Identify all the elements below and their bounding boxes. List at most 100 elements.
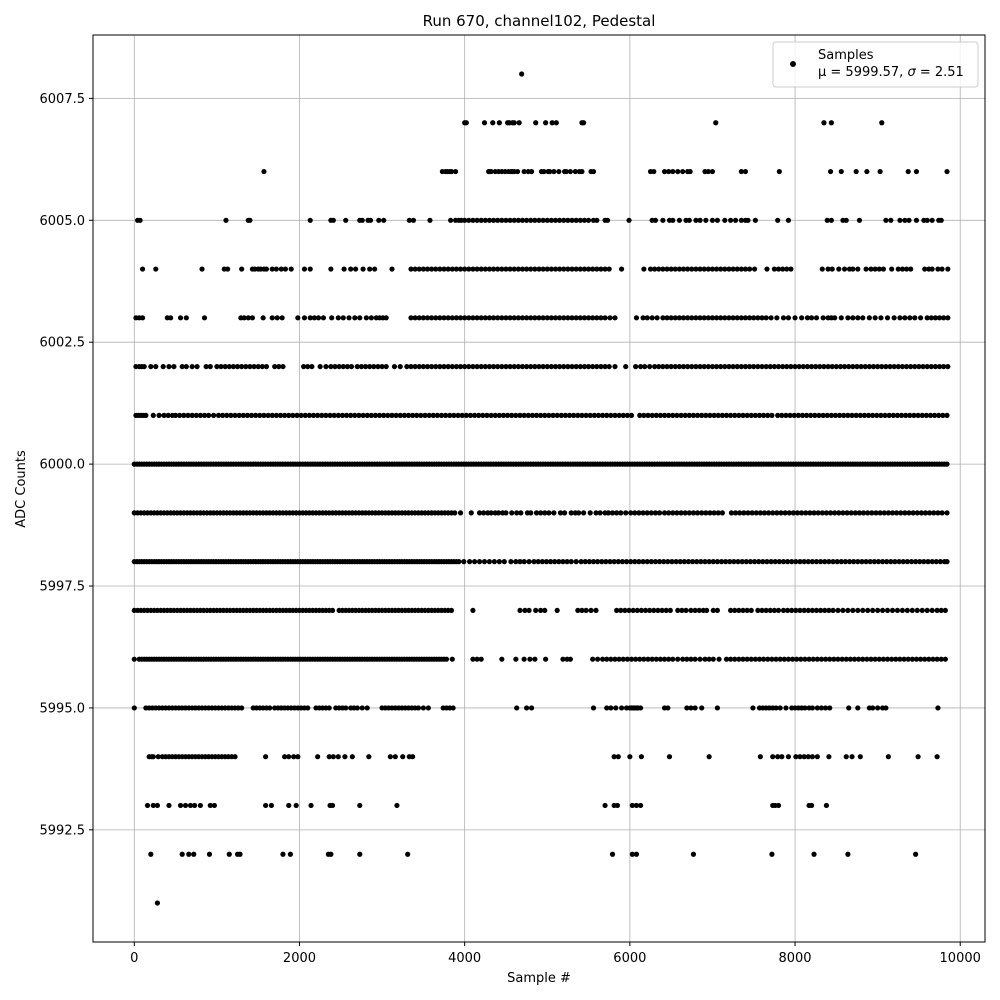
data-point xyxy=(245,315,251,321)
data-point xyxy=(919,412,925,418)
data-point xyxy=(728,217,734,223)
data-point xyxy=(792,363,798,370)
data-point xyxy=(425,705,431,711)
data-point xyxy=(448,607,455,614)
data-point xyxy=(679,607,685,614)
data-point xyxy=(656,559,663,565)
data-point xyxy=(747,315,753,321)
data-point xyxy=(710,559,716,565)
data-point xyxy=(932,412,938,418)
data-point xyxy=(655,607,661,614)
data-point xyxy=(368,412,374,418)
data-point xyxy=(802,656,808,662)
data-point xyxy=(528,705,535,711)
data-point xyxy=(524,363,530,370)
data-point xyxy=(552,217,559,223)
data-point xyxy=(352,412,358,418)
data-point xyxy=(927,412,934,418)
data-point xyxy=(823,510,830,516)
data-point xyxy=(624,656,630,662)
data-point xyxy=(394,802,400,809)
data-point xyxy=(855,315,861,321)
data-point xyxy=(533,120,539,126)
data-point xyxy=(827,168,834,175)
data-point xyxy=(637,656,643,662)
data-point xyxy=(568,510,574,516)
data-point xyxy=(748,412,754,418)
data-point xyxy=(775,412,781,418)
data-point xyxy=(629,851,635,857)
data-point xyxy=(812,412,818,418)
y-tick-label: 6007.5 xyxy=(40,92,86,107)
data-point xyxy=(466,363,472,370)
data-point xyxy=(851,656,858,662)
data-point xyxy=(274,315,280,321)
data-point xyxy=(260,315,266,321)
data-point xyxy=(745,217,751,223)
y-tick-label: 6005.0 xyxy=(40,214,86,229)
data-point xyxy=(789,559,795,565)
data-point xyxy=(745,510,751,516)
data-point xyxy=(587,412,593,418)
data-point xyxy=(680,656,686,662)
data-point xyxy=(896,559,902,565)
data-point xyxy=(861,412,868,418)
data-point xyxy=(404,363,410,370)
data-point xyxy=(437,266,443,272)
data-point xyxy=(573,363,579,370)
data-point xyxy=(815,510,821,516)
data-point xyxy=(694,412,701,418)
data-point xyxy=(897,656,903,662)
data-point xyxy=(793,559,799,565)
data-point xyxy=(929,607,935,614)
data-point xyxy=(723,559,729,565)
legend-stats: μ = 5999.57, σ = 2.51 xyxy=(818,65,964,80)
data-point xyxy=(628,412,635,418)
data-point xyxy=(788,266,794,272)
data-point xyxy=(468,510,474,516)
data-point xyxy=(811,510,817,516)
data-point xyxy=(857,412,863,418)
data-point xyxy=(928,315,934,321)
data-point xyxy=(594,217,600,223)
data-point xyxy=(680,168,686,175)
data-point xyxy=(739,559,745,565)
data-point xyxy=(743,559,749,565)
data-point xyxy=(638,607,645,614)
data-point xyxy=(602,802,608,809)
data-point xyxy=(590,266,596,272)
data-point xyxy=(453,266,460,272)
data-point xyxy=(842,559,849,565)
data-point xyxy=(509,412,515,418)
data-point xyxy=(701,266,707,272)
data-point xyxy=(298,412,304,418)
data-point xyxy=(542,510,548,516)
data-point xyxy=(840,607,846,614)
data-point xyxy=(772,559,778,565)
data-point xyxy=(307,315,313,321)
data-point xyxy=(744,607,750,614)
data-point xyxy=(921,559,927,565)
data-point xyxy=(215,412,222,418)
data-point xyxy=(503,266,509,272)
data-point xyxy=(339,412,346,418)
data-point xyxy=(908,266,914,272)
data-point xyxy=(801,754,807,760)
data-point xyxy=(648,559,654,565)
data-point xyxy=(901,656,907,662)
data-point xyxy=(488,168,494,175)
data-point xyxy=(858,363,864,370)
data-point xyxy=(737,510,743,516)
data-point xyxy=(507,315,513,321)
data-point xyxy=(692,656,698,662)
data-point xyxy=(383,363,389,370)
data-point xyxy=(732,656,738,662)
data-point xyxy=(533,607,539,614)
data-point xyxy=(674,412,680,418)
data-point xyxy=(761,412,767,418)
data-point xyxy=(837,363,844,370)
data-point xyxy=(429,363,435,370)
data-point xyxy=(775,217,781,223)
data-point xyxy=(372,412,379,418)
data-point xyxy=(471,559,478,565)
